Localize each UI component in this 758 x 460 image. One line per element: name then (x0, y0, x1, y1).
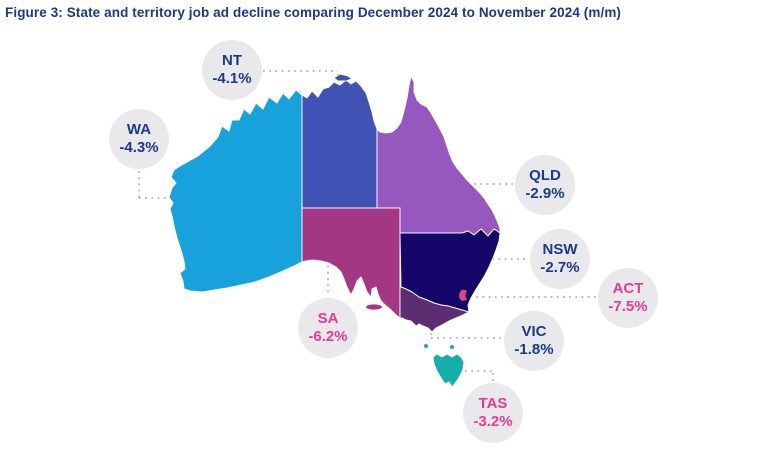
label-nt-code: NT (222, 52, 242, 69)
act-marker (459, 289, 467, 301)
state-sa-region (301, 207, 401, 319)
label-qld-value: -2.9% (525, 185, 565, 202)
label-sa-value: -6.2% (308, 328, 348, 345)
state-nt-region (301, 79, 378, 209)
flinders-island (450, 345, 454, 349)
label-act: ACT -7.5% (598, 268, 658, 328)
label-nt-value: -4.1% (212, 70, 252, 87)
melville-island (333, 73, 353, 82)
label-wa: WA -4.3% (109, 109, 169, 169)
label-nsw-value: -2.7% (540, 259, 580, 276)
label-tas-code: TAS (478, 395, 508, 412)
label-vic-value: -1.8% (514, 341, 554, 358)
label-sa-code: SA (317, 310, 339, 327)
label-tas: TAS -3.2% (463, 383, 523, 443)
label-tas-value: -3.2% (473, 413, 513, 430)
groote-eylandt (359, 99, 367, 107)
kangaroo-island (366, 304, 382, 310)
label-act-code: ACT (612, 280, 644, 297)
label-wa-code: WA (126, 121, 152, 138)
label-sa: SA -6.2% (298, 298, 358, 358)
label-act-value: -7.5% (608, 298, 648, 315)
label-nsw: NSW -2.7% (530, 229, 590, 289)
label-vic: VIC -1.8% (504, 311, 564, 371)
state-tas-region (432, 353, 465, 388)
label-wa-value: -4.3% (119, 139, 159, 156)
label-qld: QLD -2.9% (515, 155, 575, 215)
state-vic-region (399, 286, 470, 333)
state-wa-region (168, 89, 303, 293)
label-vic-code: VIC (521, 323, 547, 340)
label-qld-code: QLD (529, 167, 561, 184)
label-nt: NT -4.1% (202, 40, 262, 100)
label-nsw-code: NSW (542, 241, 578, 258)
figure-title: Figure 3: State and territory job ad dec… (5, 5, 622, 20)
king-island (424, 344, 428, 348)
